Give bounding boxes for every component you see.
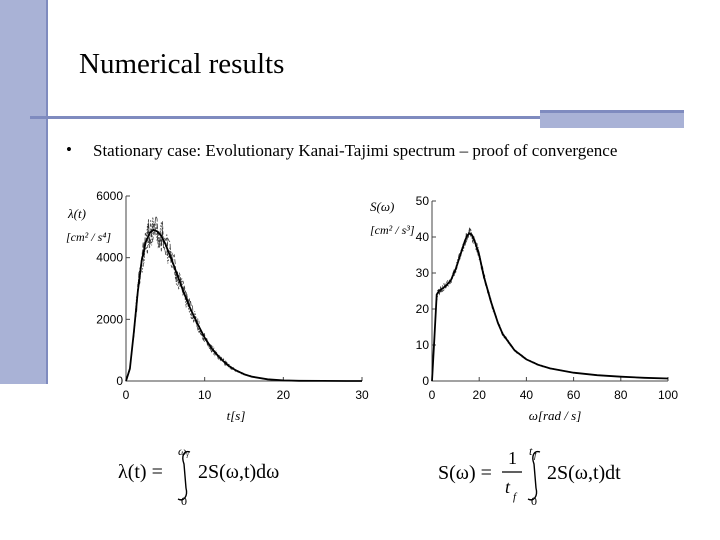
spectrum-xtick-label: 20 [473, 388, 487, 402]
spectrum-integral-sign [527, 450, 541, 501]
lambda-ylabel-symbol: λ(t) [67, 206, 86, 221]
spectrum-formula-integrand: 2S(ω,t)dt [547, 462, 621, 484]
lambda-xtick-label: 10 [198, 388, 212, 402]
lambda-integral-sign [177, 450, 191, 501]
lambda-xtick-label: 20 [277, 388, 291, 402]
spectrum-ylabel: S(ω) [cm² / s³] [370, 199, 415, 237]
lambda-xtick-label: 30 [355, 388, 369, 402]
spectrum-main-series [431, 232, 669, 382]
lambda-ticks: 0 2000 4000 6000 0 10 20 30 [96, 189, 369, 402]
spectrum-ticks: 0 10 20 30 40 50 0 20 40 60 80 100 [416, 194, 679, 402]
title-rule [30, 116, 540, 119]
title-rule-block [540, 110, 684, 128]
spectrum-ylabel-symbol: S(ω) [370, 199, 394, 214]
spectrum-ytick-label: 0 [422, 374, 429, 388]
spectrum-formula-upper: t [529, 444, 533, 458]
spectrum-ytick-label: 10 [416, 338, 430, 352]
spectrum-formula-upper-sub: f [534, 450, 538, 460]
left-accent-bar [0, 0, 48, 118]
spectrum-series [431, 227, 669, 382]
lambda-ytick-label: 2000 [96, 312, 123, 326]
spectrum-ytick-label: 50 [416, 194, 430, 208]
lambda-main-series [125, 228, 362, 382]
lambda-xlabel: t[s] [227, 408, 246, 423]
spectrum-xtick-label: 60 [567, 388, 581, 402]
spectrum-xtick-label: 80 [614, 388, 628, 402]
spectrum-formula-lower: 0 [531, 494, 537, 508]
lambda-formula-integrand: 2S(ω,t)dω [198, 461, 279, 483]
spectrum-xtick-label: 100 [658, 388, 678, 402]
lambda-ytick-label: 0 [116, 374, 123, 388]
spectrum-ylabel-unit: [cm² / s³] [370, 223, 415, 237]
spectrum-ytick-label: 30 [416, 266, 430, 280]
lambda-formula-lower: 0 [181, 494, 187, 508]
spectrum-xlabel: ω[rad / s] [529, 408, 582, 423]
left-accent-bar-lower [0, 118, 48, 384]
lambda-ytick-label: 4000 [96, 251, 123, 265]
lambda-series [125, 215, 362, 382]
lambda-formula-upper: ωᵧ [178, 444, 189, 458]
lambda-formula-lhs: λ(t) = [118, 461, 163, 483]
bullet-marker: • [66, 140, 72, 159]
spectrum-formula-num: 1 [508, 448, 517, 468]
lambda-ylabel-unit: [cm² / s⁴] [66, 230, 111, 244]
spectrum-formula-den-sub: f [513, 491, 518, 503]
spectrum-ytick-label: 20 [416, 302, 430, 316]
slide-title: Numerical results [79, 48, 285, 80]
spectrum-ytick-label: 40 [416, 230, 430, 244]
left-accent-line [46, 0, 48, 384]
lambda-ylabel: λ(t) [cm² / s⁴] [66, 206, 111, 244]
lambda-ytick-label: 6000 [96, 189, 123, 203]
bullet-text: Stationary case: Evolutionary Kanai-Taji… [93, 141, 618, 160]
spectrum-xtick-label: 40 [520, 388, 534, 402]
spectrum-formula-lhs: S(ω) = [438, 462, 492, 484]
lambda-xtick-label: 0 [123, 388, 130, 402]
spectrum-formula-den: t [505, 477, 511, 497]
spectrum-xtick-label: 0 [429, 388, 436, 402]
